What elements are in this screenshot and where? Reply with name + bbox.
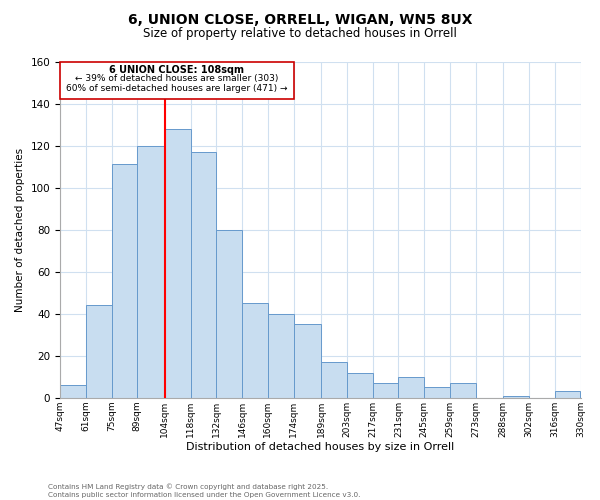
Text: 60% of semi-detached houses are larger (471) →: 60% of semi-detached houses are larger (… xyxy=(66,84,287,92)
Bar xyxy=(450,383,476,398)
Text: ← 39% of detached houses are smaller (303): ← 39% of detached houses are smaller (30… xyxy=(75,74,278,83)
Text: Contains HM Land Registry data © Crown copyright and database right 2025.
Contai: Contains HM Land Registry data © Crown c… xyxy=(48,484,361,498)
Bar xyxy=(321,362,347,398)
Bar xyxy=(503,396,529,398)
Bar xyxy=(373,383,398,398)
Text: Size of property relative to detached houses in Orrell: Size of property relative to detached ho… xyxy=(143,28,457,40)
Bar xyxy=(293,324,321,398)
Bar xyxy=(217,230,242,398)
Bar xyxy=(268,314,293,398)
Text: 6, UNION CLOSE, ORRELL, WIGAN, WN5 8UX: 6, UNION CLOSE, ORRELL, WIGAN, WN5 8UX xyxy=(128,12,472,26)
Bar xyxy=(86,306,112,398)
FancyBboxPatch shape xyxy=(60,62,293,100)
X-axis label: Distribution of detached houses by size in Orrell: Distribution of detached houses by size … xyxy=(186,442,454,452)
Bar xyxy=(191,152,217,398)
Bar xyxy=(555,392,580,398)
Bar xyxy=(112,164,137,398)
Bar xyxy=(60,385,86,398)
Bar xyxy=(424,388,450,398)
Bar xyxy=(165,129,191,398)
Bar xyxy=(398,377,424,398)
Y-axis label: Number of detached properties: Number of detached properties xyxy=(15,148,25,312)
Bar xyxy=(137,146,165,398)
Text: 6 UNION CLOSE: 108sqm: 6 UNION CLOSE: 108sqm xyxy=(109,64,244,74)
Bar xyxy=(242,303,268,398)
Bar xyxy=(347,372,373,398)
